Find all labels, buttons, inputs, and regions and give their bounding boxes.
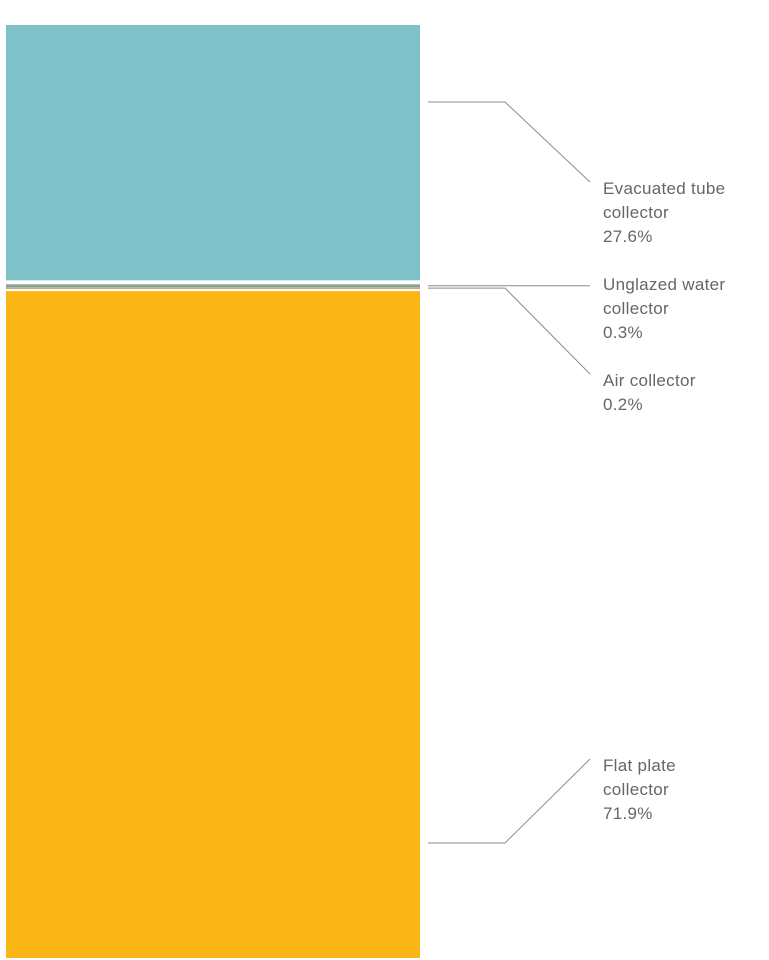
name-label: collector	[603, 299, 669, 318]
bar-segment-flat-plate-collector	[6, 291, 420, 958]
leader-line-flat-plate-collector	[428, 758, 591, 844]
name-label: Unglazed water	[603, 275, 725, 294]
label-unglazed-water-collector: Unglazed water collector 0.3%	[603, 275, 725, 342]
value-label: 71.9%	[603, 804, 653, 823]
bar-segment-air-collector	[6, 287, 420, 290]
leader-lines	[428, 101, 591, 844]
name-label: collector	[603, 780, 669, 799]
name-label: Air collector	[603, 371, 696, 390]
bar-segment-unglazed-water-collector	[6, 284, 420, 288]
name-label: collector	[603, 203, 669, 222]
leader-line-air-collector	[428, 287, 591, 375]
label-flat-plate-collector: Flat plate collector 71.9%	[603, 756, 676, 823]
leader-line-evacuated-tube-collector	[428, 101, 591, 183]
value-label: 27.6%	[603, 227, 653, 246]
value-label: 0.3%	[603, 323, 643, 342]
bar-segments	[6, 25, 420, 958]
value-label: 0.2%	[603, 395, 643, 414]
name-label: Evacuated tube	[603, 179, 725, 198]
label-evacuated-tube-collector: Evacuated tube collector 27.6%	[603, 179, 725, 246]
bar-segment-evacuated-tube-collector	[6, 25, 420, 281]
name-label: Flat plate	[603, 756, 676, 775]
label-air-collector: Air collector 0.2%	[603, 371, 696, 414]
segment-labels: Evacuated tube collector 27.6% Unglazed wat…	[603, 179, 725, 823]
